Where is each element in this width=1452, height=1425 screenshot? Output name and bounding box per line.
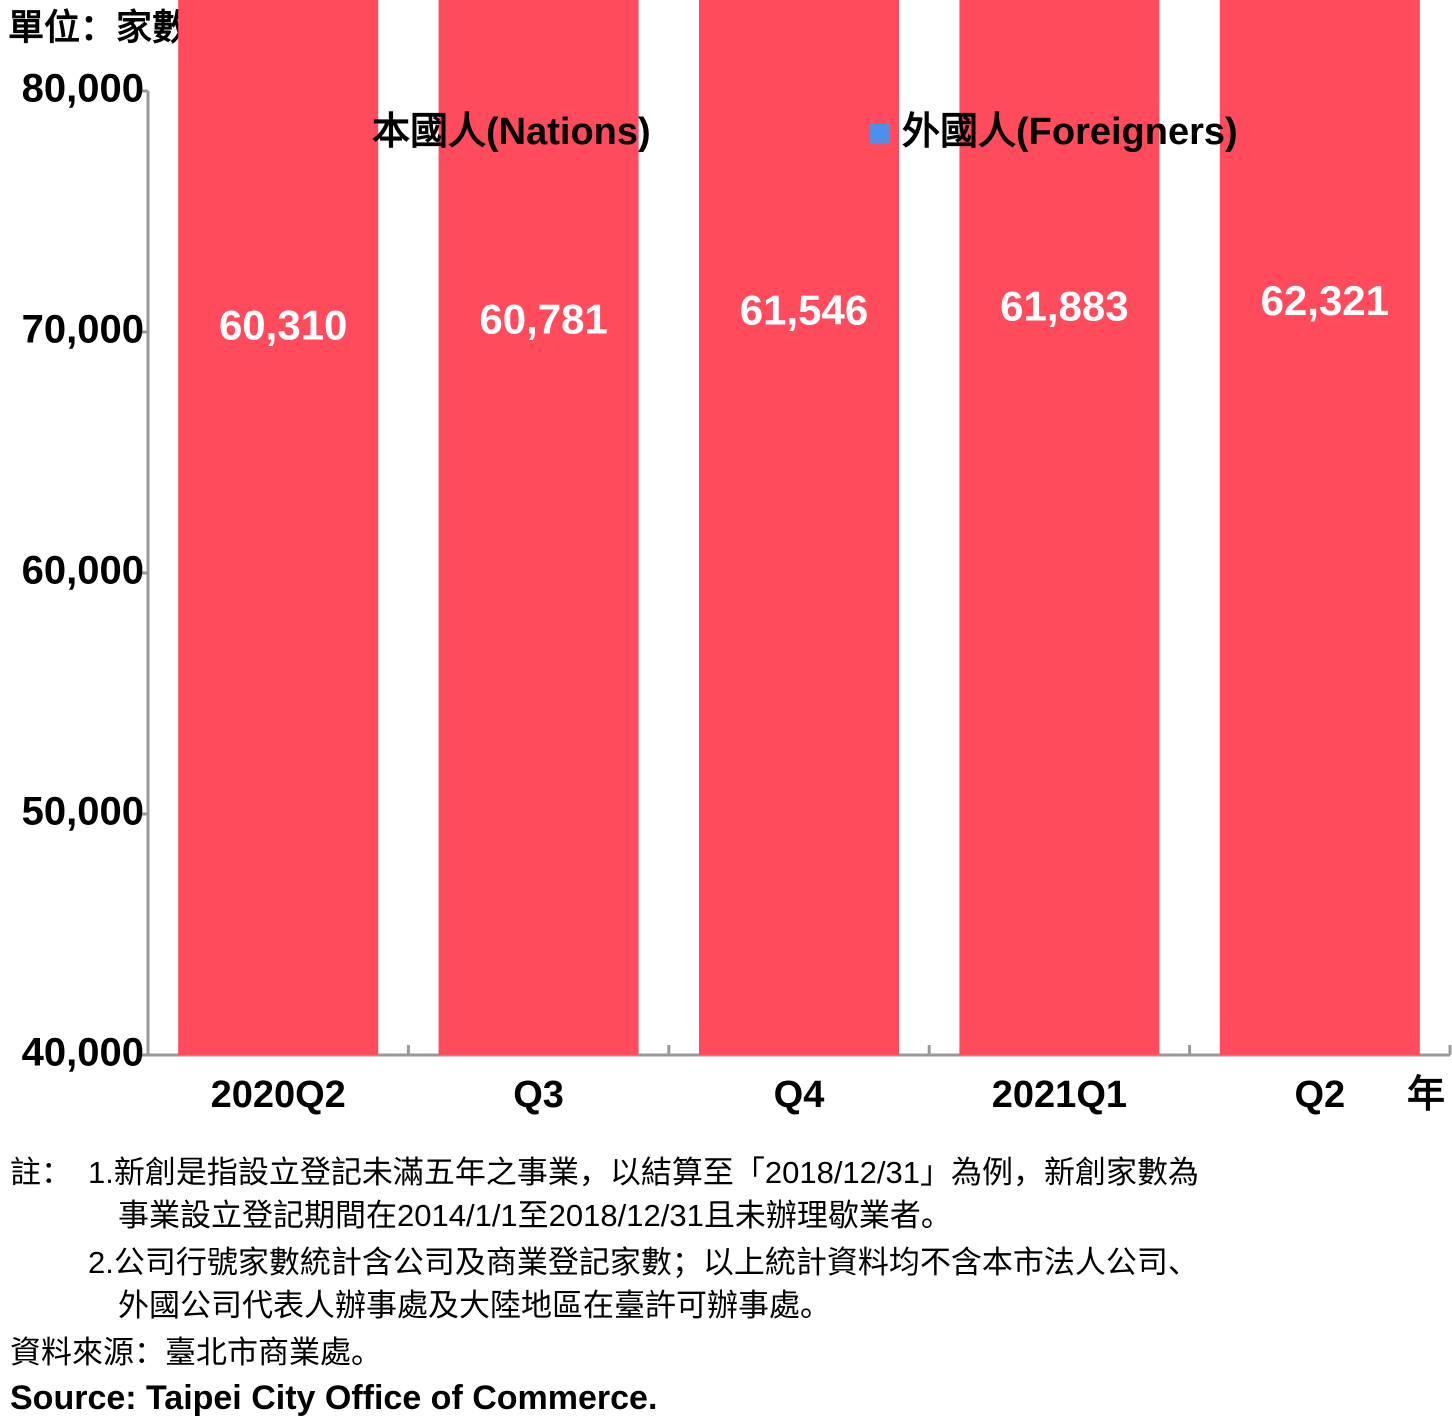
- data-label: 60,781: [479, 296, 607, 343]
- y-tick-label: 80,000: [22, 67, 144, 111]
- bar-segment: [1219, 0, 1420, 1055]
- data-label: 61,546: [740, 286, 868, 333]
- legend-label: 本國人(Nations): [372, 111, 651, 153]
- x-tick-label: Q2: [1294, 1074, 1345, 1116]
- bar-segment: [699, 0, 899, 1055]
- data-label: 61,883: [1000, 282, 1128, 329]
- y-tick-label: 50,000: [22, 790, 144, 834]
- y-tick-label: 60,000: [22, 549, 144, 593]
- bar-segment: [178, 0, 379, 1055]
- legend-label: 外國人(Foreigners): [902, 111, 1238, 153]
- legend-swatch: [340, 124, 360, 144]
- x-tick-label: Q3: [513, 1074, 564, 1116]
- note: 外國公司代表人辦事處及大陸地區在臺許可辦事處。: [118, 1288, 831, 1323]
- x-tick-label: Q4: [774, 1074, 825, 1116]
- note: 註：: [10, 1155, 72, 1190]
- note: 1.新創是指設立登記未滿五年之事業，以結算至「2018/12/31」為例，新創家…: [88, 1155, 1199, 1190]
- note: 2.公司行號家數統計含公司及商業登記家數；以上統計資料均不含本市法人公司、: [88, 1245, 1199, 1280]
- source: Source: Taipei City Office of Commerce.: [10, 1379, 657, 1417]
- y-tick-label: 70,000: [22, 308, 144, 352]
- bar-segment: [959, 0, 1160, 1056]
- x-tick-label: 2021Q1: [992, 1074, 1127, 1116]
- bar-segment: [438, 0, 639, 1056]
- note: 事業設立登記期間在2014/1/1至2018/12/31且未辦理歇業者。: [118, 1198, 952, 1233]
- legend-swatch: [870, 124, 890, 144]
- x-tick-label: 2020Q2: [211, 1074, 346, 1116]
- y-tick-label: 40,000: [22, 1031, 144, 1075]
- source: 資料來源：臺北市商業處。: [10, 1335, 382, 1370]
- data-label: 60,310: [219, 301, 347, 348]
- x-unit-label: 年: [1407, 1074, 1445, 1116]
- data-label: 62,321: [1261, 277, 1389, 324]
